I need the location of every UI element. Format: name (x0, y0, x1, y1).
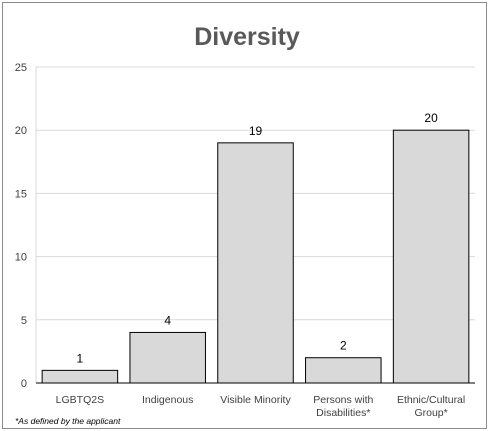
y-tick-label: 15 (15, 188, 27, 200)
x-category-label: Disabilities* (316, 407, 370, 419)
data-label: 4 (164, 313, 171, 327)
chart-title: Diversity (194, 23, 300, 51)
bar (217, 142, 294, 384)
x-category-label: Indigenous (142, 394, 193, 406)
x-category-label: Visible Minority (220, 394, 291, 406)
y-tick-label: 5 (21, 315, 27, 327)
data-label: 2 (340, 339, 347, 353)
x-category-label: Group* (414, 407, 447, 419)
footnote: *As defined by the applicant (15, 416, 121, 426)
data-label: 1 (77, 351, 84, 365)
bar (392, 129, 470, 384)
y-tick-label: 10 (15, 252, 27, 264)
data-label: 20 (424, 111, 438, 125)
bar (41, 369, 119, 384)
x-category-label: Ethnic/Cultural (397, 394, 465, 406)
bar (305, 357, 382, 384)
data-label: 19 (249, 124, 263, 138)
x-category-label: LGBTQ2S (56, 394, 104, 406)
y-tick-label: 25 (15, 62, 27, 74)
data-labels: 1 4 19 2 20 (77, 111, 439, 365)
x-axis-category-labels: LGBTQ2S Indigenous Visible Minority Persons… (56, 394, 466, 419)
bars (36, 129, 475, 384)
y-tick-label: 20 (15, 125, 27, 137)
bar (129, 331, 206, 384)
bar-chart: Diversity 0 5 10 15 20 25 1 4 19 2 20 LGBTQ2S Indi… (15, 23, 475, 426)
y-tick-label: 0 (21, 378, 27, 390)
y-axis-tick-labels: 0 5 10 15 20 25 (15, 62, 27, 390)
x-category-label: Persons with (313, 394, 373, 406)
